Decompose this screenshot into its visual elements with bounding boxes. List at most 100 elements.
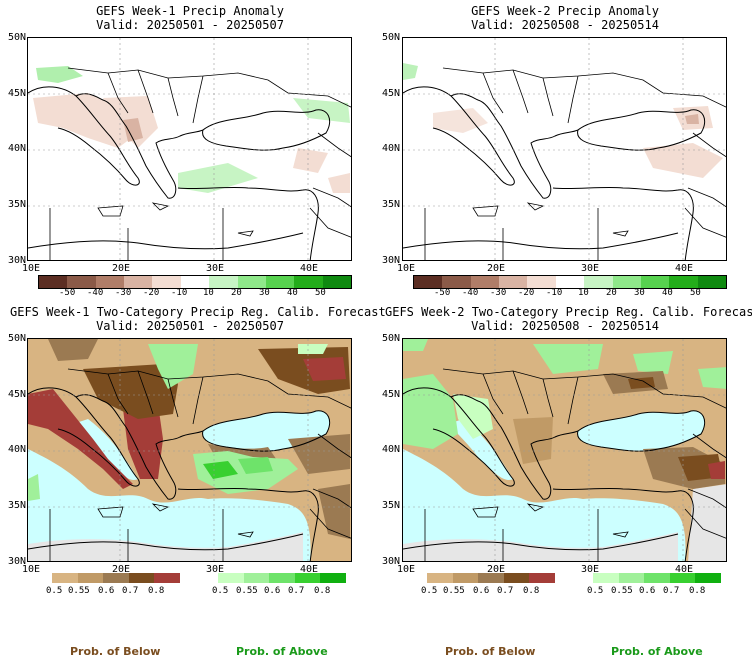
below-tick: 0.5 xyxy=(421,586,438,596)
below-swatch xyxy=(529,573,555,583)
anomaly-swatch xyxy=(697,276,726,288)
below-swatch xyxy=(452,573,479,583)
above-tick: 0.55 xyxy=(611,586,633,596)
lat-label-45n: 45N xyxy=(7,389,26,400)
anomaly-swatch xyxy=(414,276,443,288)
anomaly-swatch xyxy=(612,276,641,288)
above-swatch xyxy=(593,573,619,583)
anomaly-tick: -40 xyxy=(462,288,479,298)
lat-label-50n: 50N xyxy=(381,32,400,43)
lon-label-40e: 40E xyxy=(300,263,319,274)
anomaly-swatch xyxy=(95,276,125,288)
anomaly-swatch xyxy=(322,276,351,288)
anomaly-swatch xyxy=(152,276,181,288)
above-tick: 0.8 xyxy=(689,586,706,596)
lat-label-35n: 35N xyxy=(7,500,26,511)
anomaly-tick: -20 xyxy=(518,288,535,298)
anomaly-swatch xyxy=(640,276,670,288)
anomaly-swatch xyxy=(470,276,500,288)
anomaly-swatch xyxy=(265,276,295,288)
anomaly-tick: -10 xyxy=(171,288,188,298)
below-swatch xyxy=(52,573,78,583)
anomaly-tick: -20 xyxy=(143,288,160,298)
anomaly-tick: 10 xyxy=(578,288,589,298)
anomaly-swatch xyxy=(584,276,613,288)
above-tick: 0.8 xyxy=(314,586,331,596)
below-tick: 0.7 xyxy=(122,586,139,596)
anomaly-map-week1 xyxy=(27,37,352,261)
above-swatch xyxy=(243,573,270,583)
anomaly-swatch xyxy=(527,276,556,288)
anomaly-tick: 10 xyxy=(203,288,214,298)
panel-valid-dates: Valid: 20250508 - 20250514 xyxy=(471,18,659,32)
anomaly-tick: -30 xyxy=(115,288,132,298)
above-tick: 0.6 xyxy=(264,586,281,596)
panel-title: GEFS Week-1 Two-Category Precip Reg. Cal… xyxy=(10,305,386,319)
lon-label-30e: 30E xyxy=(581,564,600,575)
below-tick: 0.8 xyxy=(148,586,165,596)
lat-label-50n: 50N xyxy=(7,32,26,43)
anomaly-swatch xyxy=(124,276,153,288)
lon-label-20e: 20E xyxy=(112,263,131,274)
anomaly-swatch xyxy=(180,276,210,288)
anomaly-tick: 20 xyxy=(231,288,242,298)
above-swatch xyxy=(269,573,295,583)
panel-title: GEFS Week-2 Precip Anomaly xyxy=(471,4,659,18)
lat-label-40n: 40N xyxy=(7,444,26,455)
prob-above-label: Prob. of Above xyxy=(236,645,328,658)
above-tick: 0.6 xyxy=(639,586,656,596)
lon-label-40e: 40E xyxy=(675,564,694,575)
above-swatch xyxy=(618,573,645,583)
anomaly-swatch xyxy=(39,276,68,288)
lon-label-10e: 10E xyxy=(397,263,416,274)
above-tick: 0.7 xyxy=(663,586,680,596)
above-tick: 0.5 xyxy=(587,586,604,596)
below-swatch xyxy=(503,573,530,583)
above-tick: 0.5 xyxy=(212,586,229,596)
lon-label-10e: 10E xyxy=(22,564,41,575)
lon-label-20e: 20E xyxy=(112,564,131,575)
lon-label-40e: 40E xyxy=(300,564,319,575)
above-swatch xyxy=(320,573,346,583)
anomaly-swatch xyxy=(237,276,266,288)
below-swatch xyxy=(478,573,504,583)
anomaly-swatch xyxy=(442,276,471,288)
above-tick: 0.7 xyxy=(288,586,305,596)
prob-above-label: Prob. of Above xyxy=(611,645,703,658)
anomaly-tick: -30 xyxy=(490,288,507,298)
anomaly-tick: 50 xyxy=(690,288,701,298)
anomaly-colorbar xyxy=(413,275,727,289)
below-tick: 0.7 xyxy=(497,586,514,596)
anomaly-swatch xyxy=(555,276,585,288)
anomaly-swatch xyxy=(669,276,698,288)
anomaly-tick: 30 xyxy=(634,288,645,298)
anomaly-tick: 50 xyxy=(315,288,326,298)
anomaly-tick: -50 xyxy=(434,288,451,298)
above-swatch xyxy=(644,573,670,583)
lon-label-40e: 40E xyxy=(675,263,694,274)
above-swatch xyxy=(294,573,321,583)
lat-label-50n: 50N xyxy=(7,333,26,344)
prob-below-label: Prob. of Below xyxy=(445,645,536,658)
lat-label-30n: 30N xyxy=(7,255,26,266)
lat-label-30n: 30N xyxy=(381,255,400,266)
below-colorbar xyxy=(427,573,555,583)
panel-title: GEFS Week-1 Precip Anomaly xyxy=(96,4,284,18)
above-swatch xyxy=(695,573,721,583)
below-tick: 0.55 xyxy=(68,586,90,596)
below-colorbar xyxy=(52,573,180,583)
below-tick: 0.8 xyxy=(523,586,540,596)
lat-label-35n: 35N xyxy=(381,199,400,210)
anomaly-tick: 40 xyxy=(287,288,298,298)
lat-label-40n: 40N xyxy=(381,143,400,154)
lon-label-30e: 30E xyxy=(581,263,600,274)
lat-label-30n: 30N xyxy=(7,556,26,567)
lon-label-30e: 30E xyxy=(206,564,225,575)
lon-label-20e: 20E xyxy=(487,263,506,274)
anomaly-swatch xyxy=(294,276,323,288)
lat-label-45n: 45N xyxy=(381,389,400,400)
prob-below-label: Prob. of Below xyxy=(70,645,161,658)
lat-label-50n: 50N xyxy=(381,333,400,344)
above-colorbar xyxy=(593,573,721,583)
probability-map-week1 xyxy=(27,338,352,562)
